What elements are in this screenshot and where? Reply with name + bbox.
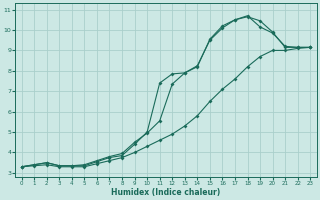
X-axis label: Humidex (Indice chaleur): Humidex (Indice chaleur) xyxy=(111,188,220,197)
